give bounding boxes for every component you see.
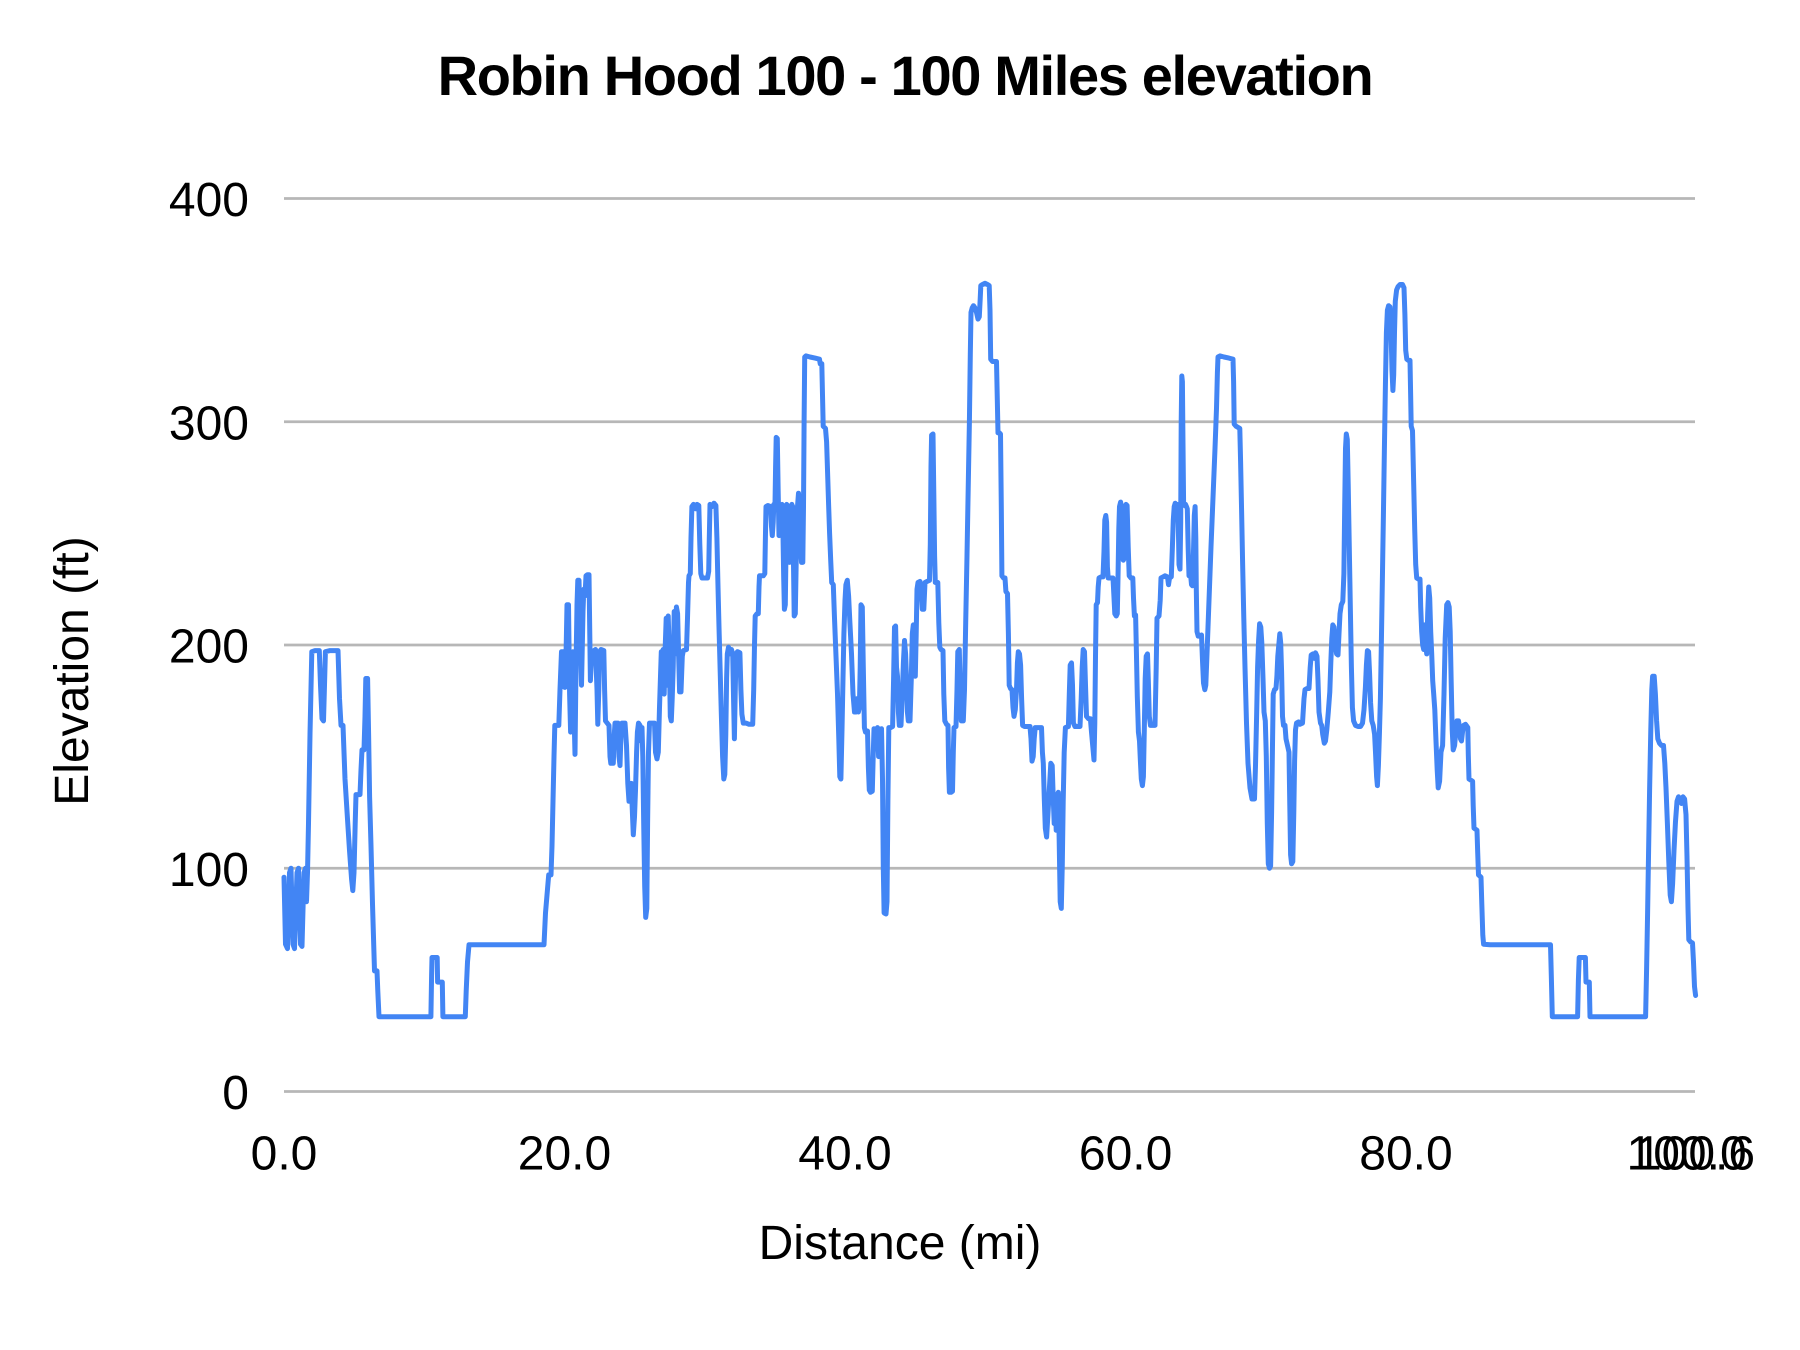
svg-text:100: 100 — [169, 844, 249, 897]
svg-text:Distance (mi): Distance (mi) — [759, 1217, 1042, 1270]
svg-text:300: 300 — [169, 397, 249, 450]
svg-text:Robin Hood 100 - 100 Miles ele: Robin Hood 100 - 100 Miles elevation — [438, 44, 1373, 107]
svg-text:400: 400 — [169, 174, 249, 227]
svg-text:40.0: 40.0 — [798, 1128, 891, 1181]
svg-text:200: 200 — [169, 621, 249, 674]
svg-text:80.0: 80.0 — [1359, 1128, 1452, 1181]
svg-text:Elevation (ft): Elevation (ft) — [46, 536, 99, 805]
svg-text:20.0: 20.0 — [518, 1128, 611, 1181]
svg-text:100.6: 100.6 — [1635, 1128, 1755, 1181]
svg-text:0: 0 — [222, 1067, 249, 1120]
svg-text:60.0: 60.0 — [1079, 1128, 1172, 1181]
svg-text:100.0: 100.0 — [1627, 1128, 1747, 1181]
svg-text:0.0: 0.0 — [251, 1128, 318, 1181]
